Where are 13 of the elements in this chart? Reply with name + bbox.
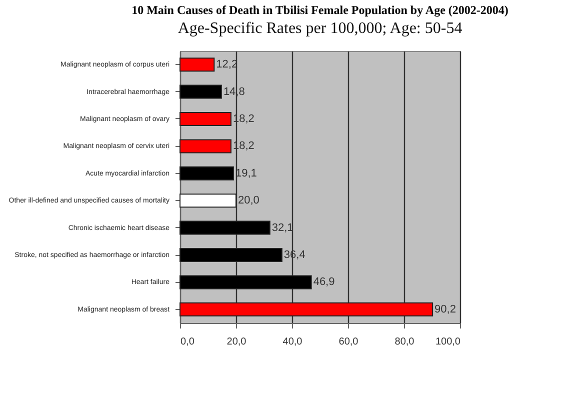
data-label: 90,2 <box>434 303 456 316</box>
x-tick-label: 0,0 <box>180 336 195 348</box>
x-tick-label: 60,0 <box>338 336 359 348</box>
data-label: 32,1 <box>272 222 294 234</box>
x-tick-label: 100,0 <box>435 336 461 348</box>
chart-subtitle: Age-Specific Rates per 100,000; Age: 50-54 <box>178 20 462 37</box>
x-tick-label: 40,0 <box>282 336 303 348</box>
data-label: 20,0 <box>238 194 260 207</box>
x-tick-label: 20,0 <box>226 336 247 348</box>
x-tick-label: 80,0 <box>394 336 415 348</box>
data-label: 46,9 <box>313 276 335 288</box>
data-label: 19,1 <box>235 167 257 180</box>
chart-title: 10 Main Causes of Death in Tbilisi Female Population by Age (2002-2004) <box>132 3 508 17</box>
